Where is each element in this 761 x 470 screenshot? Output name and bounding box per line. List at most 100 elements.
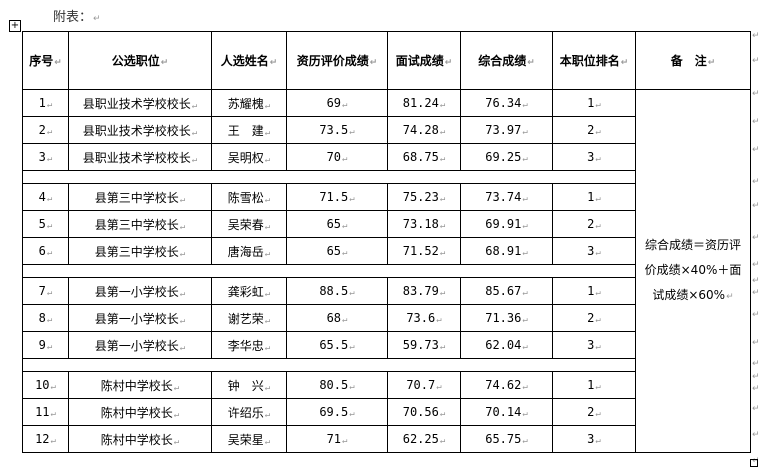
header-rank: 本职位排名 xyxy=(552,31,636,90)
cell-position: 县第一小学校长 xyxy=(68,277,212,305)
cell-total: 62.04 xyxy=(460,331,553,359)
cell-name: 许绍乐 xyxy=(211,398,287,426)
paragraph-mark-icon: ↵ xyxy=(752,384,760,394)
cell-total: 69.91 xyxy=(460,210,553,238)
paragraph-mark-icon: ↵ xyxy=(752,177,760,187)
paragraph-mark-icon: ↵ xyxy=(752,89,760,99)
cell-total: 68.91 xyxy=(460,237,553,265)
cell-rank: 1 xyxy=(552,277,636,305)
cell-qualification: 68 xyxy=(286,304,388,332)
cell-name: 李华忠 xyxy=(211,331,287,359)
caption: 附表： xyxy=(53,6,101,25)
cell-name: 钟 兴 xyxy=(211,371,287,399)
table-row: 2县职业技术学校校长王 建73.574.2873.972 xyxy=(22,116,751,144)
cell-no: 7 xyxy=(22,277,69,305)
table-row: 9县第一小学校长李华忠65.559.7362.043 xyxy=(22,331,751,359)
table-resize-handle[interactable] xyxy=(750,459,758,467)
cell-rank: 3 xyxy=(552,237,636,265)
header-total: 综合成绩 xyxy=(460,31,553,90)
cell-position: 县职业技术学校校长 xyxy=(68,143,212,171)
paragraph-mark-icon: ↵ xyxy=(752,260,760,270)
cell-total: 74.62 xyxy=(460,371,553,399)
cell-interview: 73.6 xyxy=(387,304,461,332)
cell-total: 69.25 xyxy=(460,143,553,171)
cell-name: 吴荣春 xyxy=(211,210,287,238)
separator-cell xyxy=(22,264,636,278)
cell-no: 4 xyxy=(22,183,69,211)
cell-no: 10 xyxy=(22,371,69,399)
cell-position: 陈村中学校长 xyxy=(68,425,212,453)
cell-rank: 1 xyxy=(552,183,636,211)
cell-no: 1 xyxy=(22,89,69,117)
header-interview: 面试成绩 xyxy=(387,31,461,90)
cell-no: 6 xyxy=(22,237,69,265)
table-row: 8县第一小学校长谢艺荣6873.671.362 xyxy=(22,304,751,332)
cell-name: 吴荣星 xyxy=(211,425,287,453)
cell-qualification: 70 xyxy=(286,143,388,171)
header-position: 公选职位 xyxy=(68,31,212,90)
paragraph-mark-icon: ↵ xyxy=(752,372,760,382)
cell-no: 3 xyxy=(22,143,69,171)
cell-rank: 3 xyxy=(552,143,636,171)
cell-position: 县第三中学校长 xyxy=(68,237,212,265)
cell-total: 73.97 xyxy=(460,116,553,144)
paragraph-mark-icon: ↵ xyxy=(752,145,760,155)
cell-total: 85.67 xyxy=(460,277,553,305)
cell-rank: 3 xyxy=(552,331,636,359)
cell-qualification: 65 xyxy=(286,210,388,238)
cell-position: 县第三中学校长 xyxy=(68,183,212,211)
cell-qualification: 69.5 xyxy=(286,398,388,426)
paragraph-mark-icon: ↵ xyxy=(752,288,760,298)
paragraph-mark-icon: ↵ xyxy=(752,233,760,243)
cell-position: 县第一小学校长 xyxy=(68,331,212,359)
cell-rank: 2 xyxy=(552,116,636,144)
cell-name: 谢艺荣 xyxy=(211,304,287,332)
cell-interview: 83.79 xyxy=(387,277,461,305)
cell-no: 8 xyxy=(22,304,69,332)
table-row: 4县第三中学校长陈雪松71.575.2373.741 xyxy=(22,183,751,211)
separator-cell xyxy=(22,170,636,184)
cell-total: 65.75 xyxy=(460,425,553,453)
results-table: 序号 公选职位 人选姓名 资历评价成绩 面试成绩 综合成绩 本职位排名 备 注 … xyxy=(22,31,751,453)
cell-rank: 2 xyxy=(552,304,636,332)
cell-interview: 75.23 xyxy=(387,183,461,211)
paragraph-mark-icon: ↵ xyxy=(752,201,760,211)
cell-qualification: 71.5 xyxy=(286,183,388,211)
header-row: 序号 公选职位 人选姓名 资历评价成绩 面试成绩 综合成绩 本职位排名 备 注 xyxy=(22,31,751,90)
header-note: 备 注 xyxy=(635,31,751,90)
paragraph-mark-icon: ↵ xyxy=(752,430,760,440)
cell-interview: 70.56 xyxy=(387,398,461,426)
cell-interview: 71.52 xyxy=(387,237,461,265)
cell-position: 县职业技术学校校长 xyxy=(68,116,212,144)
header-no: 序号 xyxy=(22,31,69,90)
cell-qualification: 69 xyxy=(286,89,388,117)
cell-qualification: 88.5 xyxy=(286,277,388,305)
paragraph-mark-icon: ↵ xyxy=(752,31,760,41)
cell-name: 龚彩虹 xyxy=(211,277,287,305)
cell-rank: 2 xyxy=(552,210,636,238)
paragraph-mark-icon: ↵ xyxy=(752,117,760,127)
paragraph-mark-icon: ↵ xyxy=(752,338,760,348)
cell-qualification: 65 xyxy=(286,237,388,265)
cell-interview: 74.28 xyxy=(387,116,461,144)
table-move-handle-icon[interactable]: + xyxy=(9,20,21,32)
cell-position: 陈村中学校长 xyxy=(68,371,212,399)
cell-qualification: 80.5 xyxy=(286,371,388,399)
cell-name: 吴明权 xyxy=(211,143,287,171)
cell-interview: 70.7 xyxy=(387,371,461,399)
cell-name: 唐海岳 xyxy=(211,237,287,265)
header-name: 人选姓名 xyxy=(211,31,287,90)
paragraph-mark-icon: ↵ xyxy=(752,56,760,66)
cell-total: 70.14 xyxy=(460,398,553,426)
cell-no: 11 xyxy=(22,398,69,426)
cell-no: 12 xyxy=(22,425,69,453)
cell-position: 县第三中学校长 xyxy=(68,210,212,238)
table-row: 7县第一小学校长龚彩虹88.583.7985.671 xyxy=(22,277,751,305)
cell-no: 5 xyxy=(22,210,69,238)
header-qualification: 资历评价成绩 xyxy=(286,31,388,90)
cell-total: 76.34 xyxy=(460,89,553,117)
paragraph-mark-icon: ↵ xyxy=(752,456,760,466)
note-cell: 综合成绩＝资历评价成绩×40%＋面试成绩×60% xyxy=(635,89,751,453)
cell-interview: 73.18 xyxy=(387,210,461,238)
cell-position: 县第一小学校长 xyxy=(68,304,212,332)
